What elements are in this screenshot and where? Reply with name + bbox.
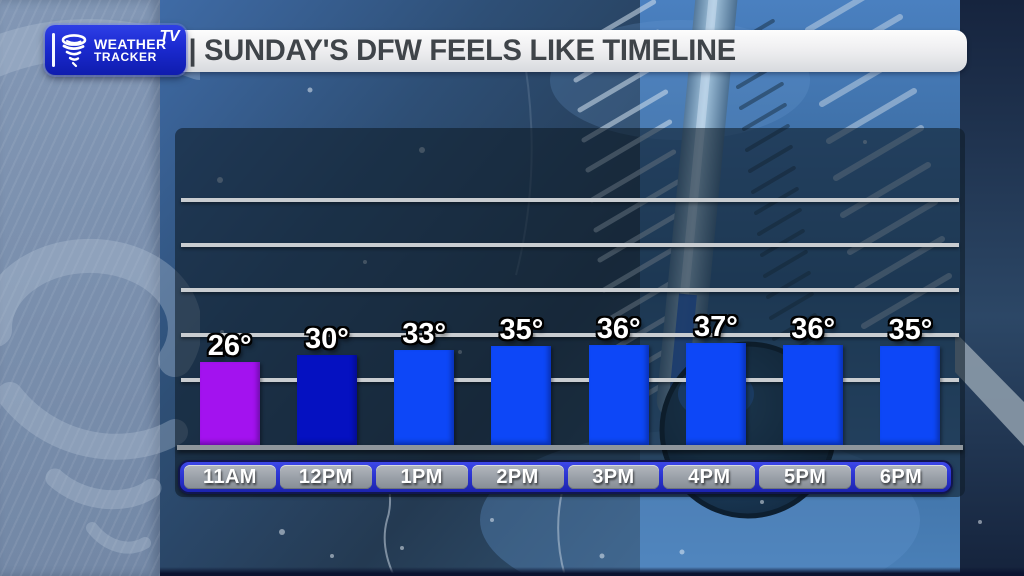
temp-bar <box>880 346 941 445</box>
temp-bar-group: 36° <box>765 315 862 445</box>
chart-baseline <box>177 445 963 450</box>
page-title: | SUNDAY'S DFW FEELS LIKE TIMELINE <box>188 34 737 67</box>
station-logo: WEATHER TRACKER TV <box>45 25 186 75</box>
time-label-pill: 3PM <box>567 465 660 489</box>
gridline <box>181 243 959 247</box>
logo-tracker-text: TRACKER <box>94 50 157 65</box>
temp-value-label: 35° <box>499 314 544 346</box>
time-label-pill: 5PM <box>759 465 852 489</box>
temp-bar <box>296 355 357 445</box>
temp-bar-group: 35° <box>473 316 570 445</box>
temp-bar <box>199 362 260 445</box>
temp-value-label: 26° <box>207 330 252 362</box>
temp-value-label: 35° <box>888 314 933 346</box>
time-label-pill: 12PM <box>279 465 372 489</box>
gridline <box>181 288 959 292</box>
time-label-pill: 2PM <box>471 465 564 489</box>
gridline <box>181 333 959 337</box>
temp-bar <box>491 346 552 445</box>
temp-bar <box>685 343 746 445</box>
temp-value-label: 37° <box>693 311 738 343</box>
bottom-shadow-strip <box>160 567 1024 576</box>
time-label-pill: 11AM <box>184 465 276 489</box>
time-label-pill: 6PM <box>855 465 947 489</box>
thermometer-case-edge <box>955 332 1024 446</box>
sidebar-panel <box>0 0 200 576</box>
logo-tv-badge: TV <box>159 28 180 45</box>
temp-bar <box>394 350 455 445</box>
gridline <box>181 198 959 202</box>
tornado-watermark-icon <box>0 19 200 554</box>
sidebar-stripe-texture <box>0 0 160 576</box>
chart-panel: 26° 30° 33° 35° 36° 37° 36° 35° 11AM 12PM 1PM 2PM 3… <box>175 128 965 497</box>
temp-value-label: 30° <box>304 323 349 355</box>
logo-wordmark: WEATHER TRACKER <box>94 35 167 65</box>
temp-bar <box>783 345 844 445</box>
tornado-icon <box>61 34 87 68</box>
temp-bar-group: 33° <box>376 320 473 445</box>
temp-bar-group: 26° <box>181 332 278 445</box>
temp-bar-group: 30° <box>278 325 375 445</box>
time-label-pill: 1PM <box>375 465 468 489</box>
time-axis: 11AM 12PM 1PM 2PM 3PM 4PM 5PM 6PM <box>178 460 953 494</box>
temp-value-label: 33° <box>402 318 447 350</box>
headline-bar: | SUNDAY'S DFW FEELS LIKE TIMELINE <box>173 30 967 72</box>
logo-weather-text: WEATHER <box>94 35 167 52</box>
temp-bar-group: 35° <box>862 316 959 445</box>
ice-wall-right <box>960 0 1024 576</box>
temp-bar-group: 36° <box>570 315 667 445</box>
temp-value-label: 36° <box>596 313 641 345</box>
bars-row: 26° 30° 33° 35° 36° 37° 36° 35° <box>181 255 959 445</box>
gridline <box>181 378 959 382</box>
temp-bar-group: 37° <box>667 313 764 445</box>
time-label-pill: 4PM <box>663 465 756 489</box>
temp-bar <box>588 345 649 445</box>
temp-value-label: 36° <box>791 313 836 345</box>
logo-divider-line <box>52 33 55 67</box>
